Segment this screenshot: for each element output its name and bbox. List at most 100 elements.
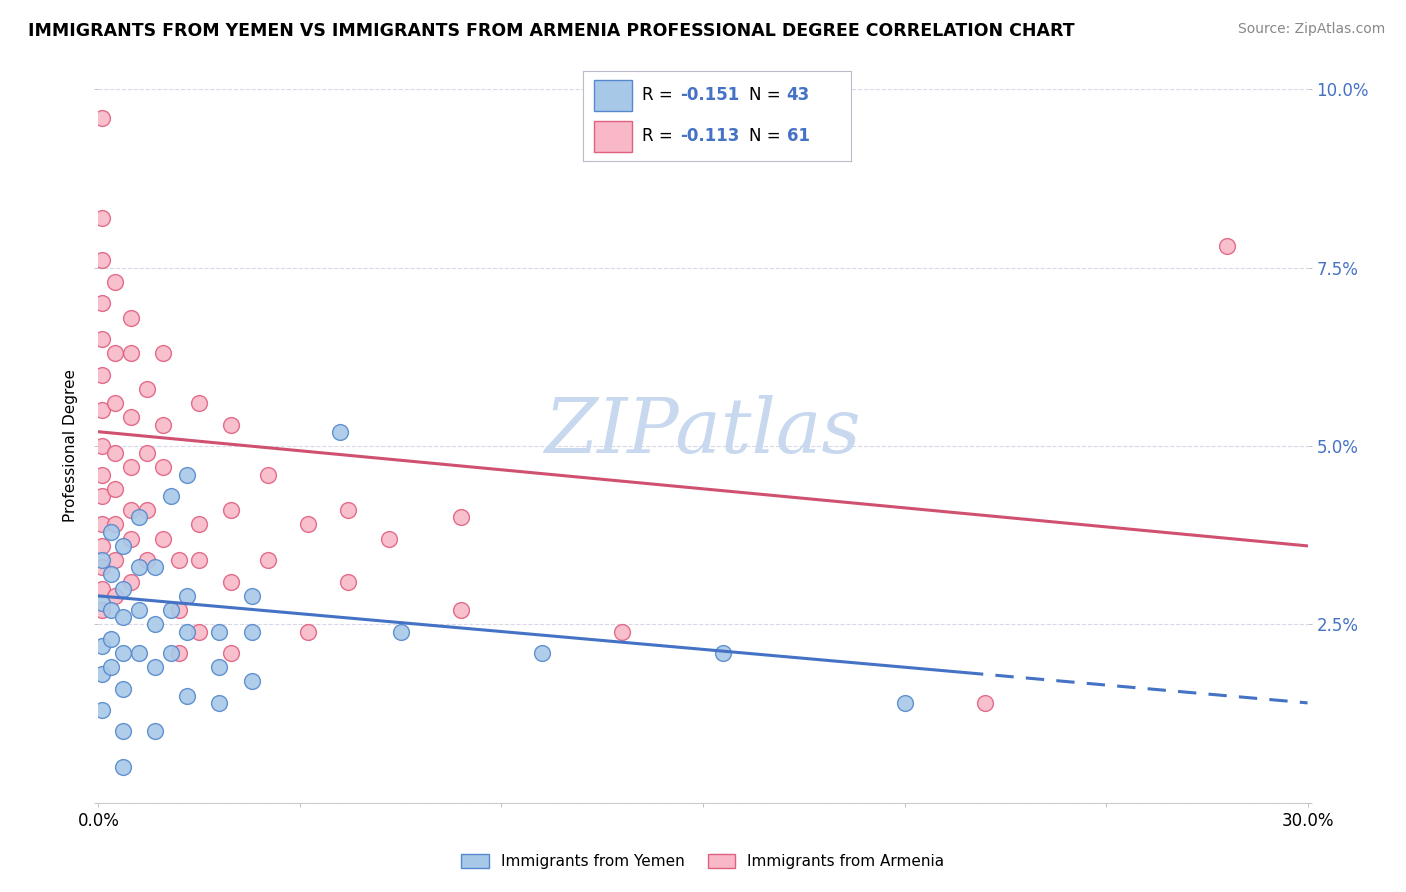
Point [221, 646, 243, 660]
Point [297, 517, 319, 532]
Point [91, 439, 114, 453]
Point [176, 589, 198, 603]
Point [103, 589, 125, 603]
Point [143, 724, 166, 739]
Point [91, 582, 114, 596]
Point [240, 624, 263, 639]
Point [128, 646, 150, 660]
Point [152, 346, 174, 360]
Point [240, 674, 263, 689]
Point [100, 603, 122, 617]
Point [160, 646, 183, 660]
Point [91, 332, 114, 346]
Point [120, 410, 142, 425]
Point [103, 482, 125, 496]
Point [337, 503, 360, 517]
Point [91, 596, 114, 610]
Point [974, 696, 997, 710]
Point [91, 603, 114, 617]
Point [91, 517, 114, 532]
Point [450, 603, 472, 617]
Point [176, 689, 198, 703]
Point [530, 646, 553, 660]
Point [152, 532, 174, 546]
Point [120, 346, 142, 360]
Point [297, 624, 319, 639]
Point [143, 617, 166, 632]
Point [128, 560, 150, 574]
Point [120, 310, 142, 325]
Point [103, 553, 125, 567]
Point [377, 532, 399, 546]
Point [188, 396, 211, 410]
Point [167, 553, 190, 567]
Point [337, 574, 360, 589]
Point [100, 524, 122, 539]
Point [450, 510, 472, 524]
Point [91, 111, 114, 125]
Point [91, 368, 114, 382]
Point [188, 624, 211, 639]
Point [111, 646, 134, 660]
Point [143, 660, 166, 674]
Point [256, 467, 278, 482]
Y-axis label: Professional Degree: Professional Degree [63, 369, 79, 523]
Point [135, 446, 157, 460]
Point [389, 624, 412, 639]
Point [128, 603, 150, 617]
Point [103, 346, 125, 360]
Text: -0.113: -0.113 [679, 128, 740, 145]
Text: -0.151: -0.151 [679, 87, 740, 104]
Text: ZIPatlas: ZIPatlas [544, 395, 862, 468]
Point [91, 296, 114, 310]
Text: Source: ZipAtlas.com: Source: ZipAtlas.com [1237, 22, 1385, 37]
Point [100, 567, 122, 582]
Point [221, 574, 243, 589]
Point [103, 446, 125, 460]
Point [120, 532, 142, 546]
Point [208, 696, 231, 710]
Point [91, 667, 114, 681]
Point [120, 503, 142, 517]
Point [135, 553, 157, 567]
Text: N =: N = [749, 128, 786, 145]
Point [111, 610, 134, 624]
Point [208, 660, 231, 674]
Point [256, 553, 278, 567]
Point [711, 646, 734, 660]
Point [1216, 239, 1239, 253]
Point [91, 639, 114, 653]
Point [91, 253, 114, 268]
Point [612, 624, 634, 639]
Text: 61: 61 [786, 128, 810, 145]
Point [91, 703, 114, 717]
Point [221, 417, 243, 432]
Point [91, 539, 114, 553]
Text: R =: R = [643, 128, 678, 145]
Bar [595, 121, 631, 152]
Point [240, 589, 263, 603]
Point [160, 489, 183, 503]
Point [103, 517, 125, 532]
Legend: Immigrants from Yemen, Immigrants from Armenia: Immigrants from Yemen, Immigrants from A… [456, 848, 950, 875]
Point [111, 539, 134, 553]
Point [221, 503, 243, 517]
Point [111, 760, 134, 774]
Point [91, 560, 114, 574]
Point [176, 467, 198, 482]
Point [100, 632, 122, 646]
Point [167, 646, 190, 660]
Text: R =: R = [643, 87, 678, 104]
Point [167, 603, 190, 617]
Point [91, 403, 114, 417]
Point [91, 467, 114, 482]
Point [91, 553, 114, 567]
Point [91, 211, 114, 225]
Text: 43: 43 [786, 87, 810, 104]
Point [91, 489, 114, 503]
Point [103, 396, 125, 410]
Point [100, 660, 122, 674]
Point [143, 560, 166, 574]
Point [188, 517, 211, 532]
Point [135, 382, 157, 396]
